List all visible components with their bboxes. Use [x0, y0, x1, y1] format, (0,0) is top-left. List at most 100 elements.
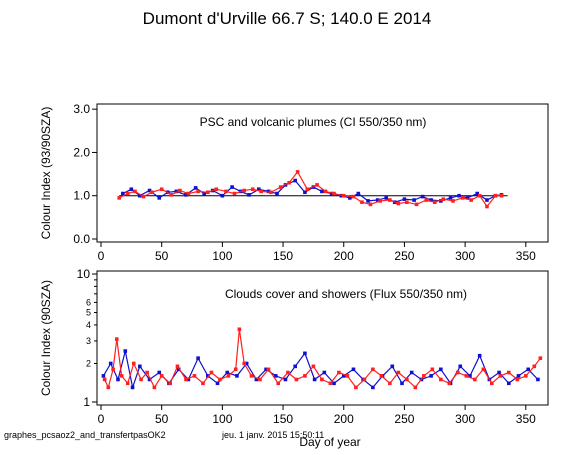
panel-bottom-yticks: 1 10 2 3 4 56: [77, 267, 97, 409]
x-tick-label: 200: [334, 412, 354, 426]
data-point-red: [485, 204, 489, 209]
x-tick-label: 0: [98, 249, 105, 263]
data-point-blue: [116, 377, 120, 382]
data-point-blue: [174, 189, 179, 194]
data-point-red: [473, 377, 477, 382]
x-tick-label: 200: [334, 249, 354, 263]
data-point-red: [237, 327, 242, 332]
data-point-red: [111, 367, 115, 372]
panel-bottom-xlabel: Day of year: [299, 435, 360, 449]
panel-bottom-frame: [96, 270, 549, 406]
data-point-red: [295, 170, 300, 174]
y-tick-label: 1: [83, 395, 90, 409]
data-point-blue: [457, 193, 461, 198]
data-point-red: [432, 200, 437, 205]
data-point-blue: [108, 361, 113, 366]
data-point-red: [378, 199, 382, 203]
data-point-blue: [384, 196, 389, 200]
data-point-red: [224, 189, 228, 194]
x-tick-label: 150: [273, 249, 293, 263]
data-point-blue: [202, 191, 206, 196]
data-point-red: [337, 370, 341, 375]
data-point-red: [460, 196, 465, 200]
data-point-red: [396, 201, 401, 206]
data-point-red: [168, 381, 172, 386]
data-point-red: [119, 374, 124, 378]
data-point-red: [439, 377, 443, 382]
data-point-blue: [273, 374, 278, 378]
data-point-blue: [439, 367, 443, 372]
data-point-blue: [215, 381, 220, 386]
data-point-red: [266, 367, 271, 372]
data-point-blue: [341, 374, 346, 378]
y-tick-label: 1.0: [73, 189, 90, 203]
data-point-blue: [475, 191, 480, 196]
y-tick-label: 10: [77, 267, 91, 281]
x-tick-label: 100: [212, 412, 232, 426]
data-point-blue: [247, 193, 251, 197]
data-point-red: [490, 381, 494, 386]
x-tick-label: 350: [516, 249, 536, 263]
data-point-blue: [293, 364, 297, 369]
data-point-blue: [129, 187, 134, 192]
data-point-blue: [477, 353, 482, 358]
data-point-red: [114, 337, 119, 341]
data-point-blue: [123, 349, 128, 353]
data-point-blue: [536, 377, 540, 382]
data-point-blue: [507, 381, 511, 386]
data-point-blue: [293, 178, 297, 183]
x-tick-label: 350: [516, 412, 536, 426]
data-point-red: [196, 189, 200, 194]
data-point-blue: [121, 191, 125, 196]
data-point-blue: [244, 361, 249, 366]
data-point-red: [145, 370, 149, 375]
data-point-red: [184, 377, 188, 382]
data-point-blue: [157, 370, 162, 375]
data-point-red: [242, 361, 247, 366]
panel-bottom: Clouds cover and showers (Flux 550/350 n…: [39, 267, 549, 449]
data-point-red: [499, 193, 504, 198]
data-point-red: [218, 377, 222, 382]
data-point-red: [328, 381, 333, 386]
data-point-red: [430, 367, 435, 372]
data-point-red: [303, 374, 307, 378]
data-point-red: [209, 370, 214, 375]
data-point-blue: [351, 367, 356, 372]
data-point-blue: [147, 188, 152, 193]
data-point-red: [469, 198, 473, 202]
data-point-red: [201, 381, 205, 386]
data-point-red: [320, 377, 324, 382]
panel-top: PSC and volcanic plumes (CI 550/350 nm) …: [39, 102, 549, 263]
data-point-blue: [371, 385, 375, 390]
data-point-blue: [409, 370, 414, 375]
footer-timestamp: jeu. 1 janv. 2015 15:50:11: [221, 430, 324, 440]
y-tick-label: 3.0: [73, 102, 90, 116]
data-point-red: [413, 385, 418, 390]
data-point-red: [532, 364, 537, 369]
panel-top-xticks: 0 50 100 150 200 250 300 350: [98, 242, 536, 263]
data-point-red: [368, 202, 373, 207]
data-point-blue: [225, 370, 230, 375]
data-point-red: [481, 367, 486, 372]
data-point-red: [117, 196, 122, 200]
data-point-red: [152, 385, 157, 390]
y-minor-tick-label: 3: [86, 336, 91, 346]
data-point-blue: [206, 374, 210, 378]
data-point-red: [159, 187, 164, 192]
data-point-red: [175, 364, 180, 369]
data-point-red: [379, 374, 384, 378]
panel-top-ylabel: Colour Index (93/90SZA): [39, 107, 53, 240]
data-point-red: [315, 183, 319, 187]
data-point-red: [360, 200, 364, 205]
data-point-red: [424, 198, 429, 202]
data-point-red: [362, 377, 367, 382]
data-point-red: [451, 199, 455, 203]
panel-bottom-xticks: 0 50 100 150 200 250 300 350: [98, 405, 536, 426]
data-point-blue: [283, 377, 288, 382]
data-point-red: [286, 370, 290, 375]
data-point-red: [371, 367, 375, 372]
data-point-red: [214, 187, 219, 192]
data-point-red: [464, 374, 469, 378]
footer-filename: graphes_pcsaoz2_and_transfertpasOK2: [4, 430, 166, 440]
